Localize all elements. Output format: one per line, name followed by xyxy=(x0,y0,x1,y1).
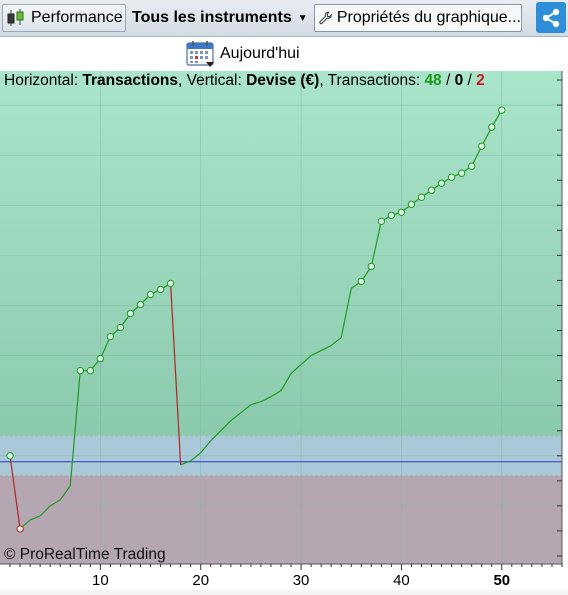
trade-marker xyxy=(156,285,165,294)
trade-marker xyxy=(478,142,486,150)
trade-marker xyxy=(387,211,396,219)
horizontal-value: Transactions xyxy=(82,72,179,89)
x-tick-label: 10 xyxy=(92,572,109,589)
chart-info-line: Horizontal: Transactions, Vertical: Devi… xyxy=(4,72,485,90)
trade-marker xyxy=(377,217,386,226)
date-bar: Aujourd'hui xyxy=(0,37,568,71)
trade-marker xyxy=(407,200,416,208)
trade-marker xyxy=(467,162,476,170)
trade-marker xyxy=(447,173,456,181)
equity-segment-gain xyxy=(49,499,61,507)
chart-properties-button[interactable]: Propriétés du graphique... xyxy=(314,4,522,32)
equity-segment-gain xyxy=(220,420,232,432)
separator: / xyxy=(463,72,477,89)
x-tick-label: 50 xyxy=(493,572,510,589)
trade-marker xyxy=(427,186,436,194)
share-icon xyxy=(542,8,560,27)
equity-segment-gain xyxy=(190,452,202,462)
caret-down-icon: ▼ xyxy=(297,12,308,24)
x-tick-label: 20 xyxy=(192,572,209,589)
equity-segment-gain xyxy=(340,288,352,338)
trade-marker xyxy=(6,452,14,460)
chart-properties-label: Propriétés du graphique... xyxy=(336,9,521,26)
equity-segment-gain xyxy=(471,145,483,167)
equity-segment-gain xyxy=(99,336,111,359)
calendar-icon[interactable] xyxy=(186,40,216,68)
equity-segment-gain xyxy=(39,505,51,517)
instruments-label: Tous les instruments xyxy=(132,9,292,26)
equity-segment-gain xyxy=(310,350,322,357)
neutral-count: 0 xyxy=(454,72,464,89)
equity-segment-gain xyxy=(210,430,222,442)
today-label[interactable]: Aujourd'hui xyxy=(220,45,300,62)
trade-marker xyxy=(136,300,145,309)
wrench-icon xyxy=(319,11,332,25)
equity-segment-gain xyxy=(320,345,332,352)
right-axis-area xyxy=(562,71,568,590)
equity-segment-gain xyxy=(370,221,382,267)
equity-segment-gain xyxy=(280,373,292,391)
equity-chart: 10 20 30 40 50 xyxy=(0,71,568,590)
losing-count: 2 xyxy=(476,72,485,89)
equity-segment-gain xyxy=(270,390,282,398)
trade-marker xyxy=(96,354,105,363)
trade-markers xyxy=(6,106,506,533)
toolbar: Performance Tous les instruments ▼ Propr… xyxy=(0,0,568,37)
gain-zone xyxy=(0,71,568,436)
axes xyxy=(0,71,568,590)
trade-marker xyxy=(86,366,95,375)
trade-marker xyxy=(437,179,446,187)
equity-segment-loss xyxy=(9,455,21,530)
trade-marker xyxy=(417,193,426,201)
equity-segment-gain xyxy=(260,396,272,403)
equity-segment-loss xyxy=(170,283,182,465)
separator: / xyxy=(441,72,455,89)
equity-segment-gain xyxy=(69,370,81,486)
bottom-axis-area xyxy=(0,564,568,590)
x-tick-labels: 10 20 30 40 50 xyxy=(92,572,510,589)
equity-segment-gain xyxy=(240,404,252,414)
trade-marker xyxy=(457,169,466,177)
x-tick-label: 40 xyxy=(393,572,410,589)
transactions-prefix: , Transactions: xyxy=(319,72,425,89)
loss-zone xyxy=(0,475,568,564)
equity-segment-gain xyxy=(59,485,71,501)
grid xyxy=(0,71,562,564)
instruments-dropdown[interactable]: Tous les instruments ▼ xyxy=(128,4,308,32)
equity-segment-gain xyxy=(29,515,41,521)
trade-marker xyxy=(76,366,84,375)
trade-marker xyxy=(488,123,496,131)
vertical-value: Devise (€) xyxy=(246,72,320,89)
trade-marker xyxy=(126,309,135,318)
copyright-label: © ProRealTime Trading xyxy=(4,546,166,563)
equity-segment-gain xyxy=(290,364,302,375)
performance-label: Performance xyxy=(31,9,123,26)
equity-segment-gain xyxy=(200,440,212,454)
trade-marker xyxy=(146,290,155,299)
trade-marker xyxy=(367,262,376,271)
winning-count: 48 xyxy=(424,72,442,89)
performance-button[interactable]: Performance xyxy=(2,4,126,32)
equity-chart-svg: 10 20 30 40 50 xyxy=(0,71,568,590)
equity-segment-gain xyxy=(330,337,342,347)
vertical-prefix: , Vertical: xyxy=(178,72,247,89)
trade-marker xyxy=(16,525,24,533)
trade-marker xyxy=(397,208,406,216)
equity-segment-gain xyxy=(250,401,262,406)
candlestick-icon xyxy=(7,9,24,26)
trade-marker xyxy=(116,323,125,332)
horizontal-prefix: Horizontal: xyxy=(4,72,83,89)
x-tick-label: 30 xyxy=(293,572,310,589)
trade-marker xyxy=(498,106,506,114)
equity-segment-gain xyxy=(300,355,312,366)
share-button[interactable] xyxy=(536,2,566,33)
trade-marker xyxy=(106,332,115,341)
trade-marker xyxy=(357,277,365,286)
equity-segment-gain xyxy=(230,412,242,422)
equity-segment-gain xyxy=(180,460,191,466)
trade-marker xyxy=(166,279,175,288)
